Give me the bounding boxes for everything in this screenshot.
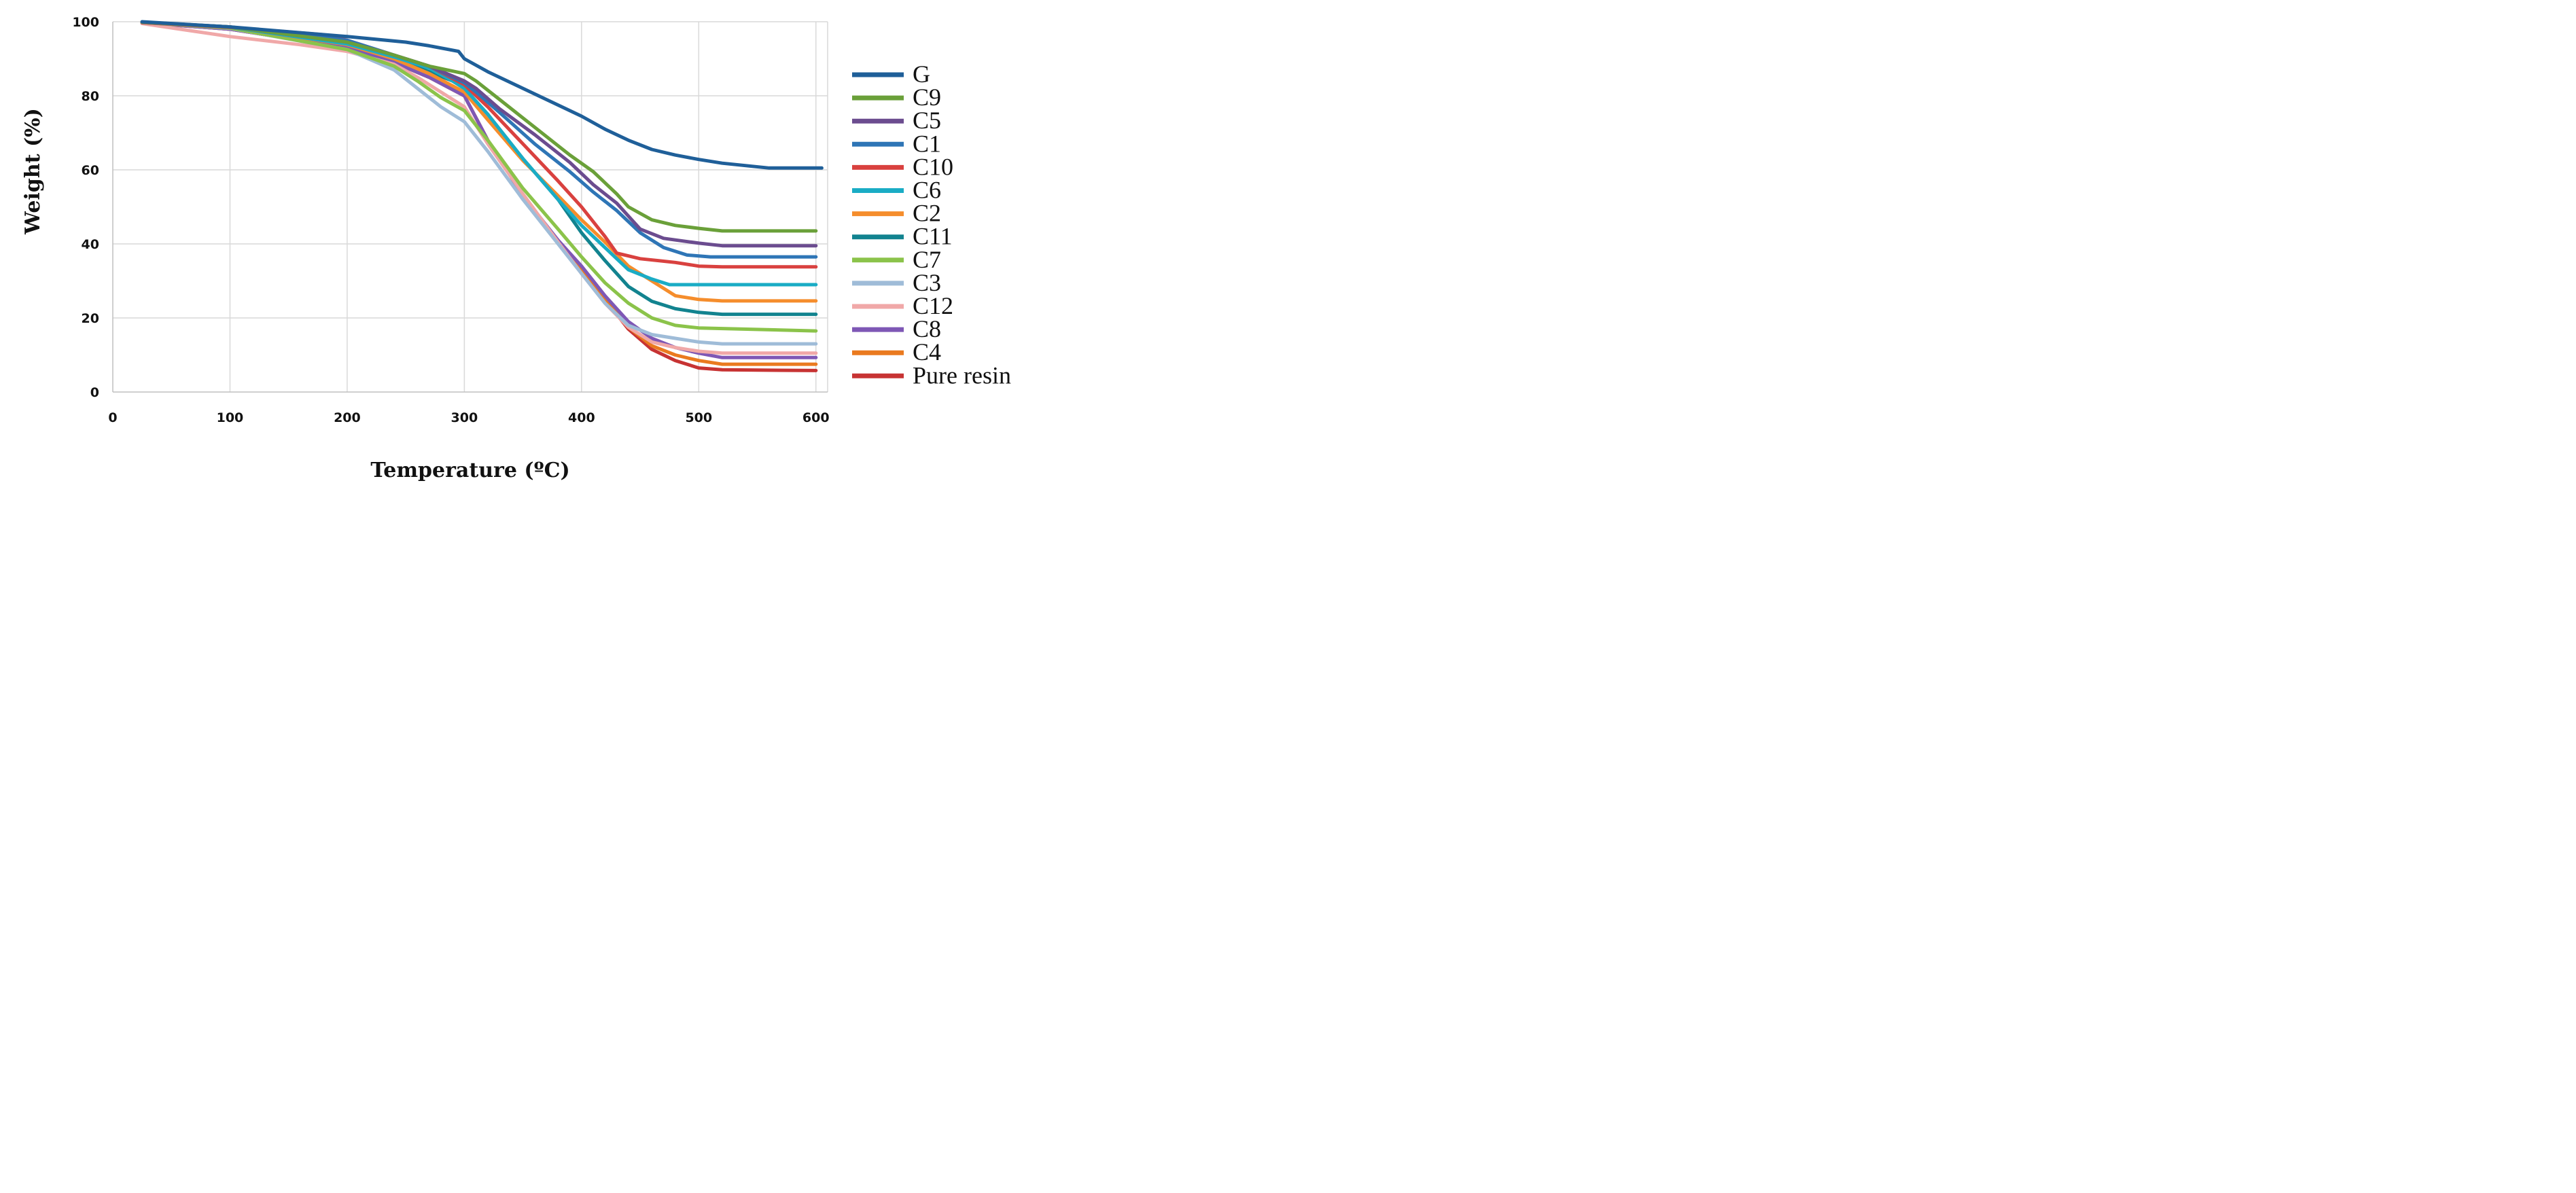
legend-label-c10: C10 bbox=[913, 153, 953, 180]
y-tick-label: 80 bbox=[82, 89, 99, 104]
legend-label-c3: C3 bbox=[913, 269, 941, 296]
legend-label-c5: C5 bbox=[913, 107, 941, 134]
y-tick-labels: 0 20 40 60 80 100 bbox=[72, 15, 99, 400]
legend-label-c9: C9 bbox=[913, 84, 941, 111]
legend-label-c6: C6 bbox=[913, 177, 941, 204]
x-tick-label: 100 bbox=[217, 410, 244, 425]
data-series bbox=[140, 20, 824, 372]
y-tick-label: 20 bbox=[82, 311, 99, 326]
legend-label-c8: C8 bbox=[913, 315, 941, 342]
x-tick-label: 400 bbox=[568, 410, 595, 425]
series-line-c3 bbox=[140, 20, 818, 346]
x-tick-label: 500 bbox=[685, 410, 712, 425]
legend-label-c12: C12 bbox=[913, 292, 953, 319]
legend-label-c11: C11 bbox=[913, 223, 953, 250]
y-axis-title: Weight (%) bbox=[21, 108, 45, 235]
legend-label-c1: C1 bbox=[913, 130, 941, 157]
y-tick-label: 60 bbox=[82, 163, 99, 178]
legend-label-c2: C2 bbox=[913, 200, 941, 227]
legend-label-c4: C4 bbox=[913, 338, 941, 366]
x-tick-label: 600 bbox=[802, 410, 830, 425]
series-line-c8 bbox=[140, 21, 818, 359]
x-axis-title: Temperature (ºC) bbox=[370, 459, 569, 482]
series-line-g bbox=[140, 20, 824, 170]
y-tick-label: 40 bbox=[82, 237, 99, 252]
axes bbox=[112, 22, 828, 393]
x-tick-label: 0 bbox=[108, 410, 117, 425]
series-line-c12 bbox=[140, 22, 818, 355]
x-tick-label: 200 bbox=[334, 410, 361, 425]
legend-label-pure-resin: Pure resin bbox=[913, 361, 1011, 389]
series-line-c9 bbox=[140, 20, 818, 233]
series-line-c7 bbox=[140, 20, 818, 333]
legend-label-c7: C7 bbox=[913, 246, 941, 273]
y-tick-label: 0 bbox=[90, 385, 99, 400]
series-line-c6 bbox=[140, 20, 818, 287]
legend-label-g: G bbox=[913, 60, 930, 88]
y-tick-label: 100 bbox=[72, 15, 99, 30]
x-tick-labels: 0 100 200 300 400 500 600 bbox=[108, 410, 829, 425]
x-tick-label: 300 bbox=[451, 410, 478, 425]
series-line-c5 bbox=[140, 20, 818, 248]
